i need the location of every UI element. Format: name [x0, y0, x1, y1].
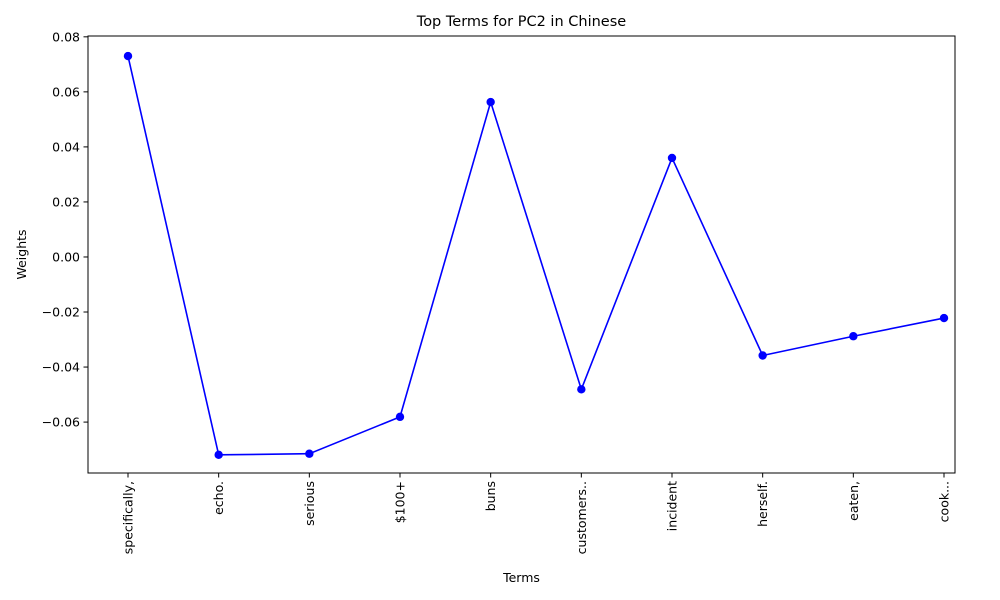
- y-tick-label: 0.02: [52, 194, 80, 209]
- series-line: [127, 55, 945, 456]
- data-point: [849, 332, 858, 341]
- y-tick-label: −0.04: [42, 360, 80, 375]
- x-tick-label: specifically,: [121, 481, 136, 554]
- x-tick-label: eaten,: [846, 481, 861, 521]
- x-tick-label: buns: [483, 481, 498, 511]
- data-point: [395, 412, 405, 422]
- y-tick-label: −0.06: [42, 415, 80, 430]
- x-tick-label: cook...: [937, 481, 952, 522]
- x-tick-label: incident: [665, 481, 680, 531]
- data-point: [214, 450, 223, 460]
- chart-title: Top Terms for PC2 in Chinese: [416, 14, 626, 30]
- series-line-group: [123, 51, 949, 460]
- data-point: [577, 385, 586, 394]
- y-axis: 0.08 0.06 0.04 0.02 0.00 −0.02 −0.04 −0.06: [42, 29, 88, 430]
- x-tick-label: serious: [302, 481, 317, 526]
- data-point: [758, 351, 767, 360]
- y-tick-label: 0.00: [52, 249, 80, 264]
- y-axis-label: Weights: [14, 229, 29, 279]
- x-tick-label: herself.: [755, 481, 770, 527]
- data-point: [486, 97, 495, 107]
- x-tick-label: customers..: [574, 481, 589, 554]
- plot-area: [88, 36, 955, 473]
- x-tick-label: echo.: [211, 481, 226, 515]
- data-point: [123, 51, 133, 61]
- data-point: [667, 153, 677, 163]
- y-tick-label: 0.08: [52, 29, 80, 44]
- x-axis-label: Terms: [502, 570, 540, 585]
- y-tick-label: 0.04: [52, 139, 80, 154]
- data-point: [939, 313, 949, 323]
- x-axis: specifically, echo. serious $100+ buns custom…: [121, 473, 952, 554]
- y-tick-label: 0.06: [52, 84, 80, 99]
- x-tick-label: $100+: [393, 481, 408, 523]
- data-point: [305, 449, 314, 458]
- plot-frame: [87, 35, 956, 474]
- y-tick-label: −0.02: [42, 305, 80, 320]
